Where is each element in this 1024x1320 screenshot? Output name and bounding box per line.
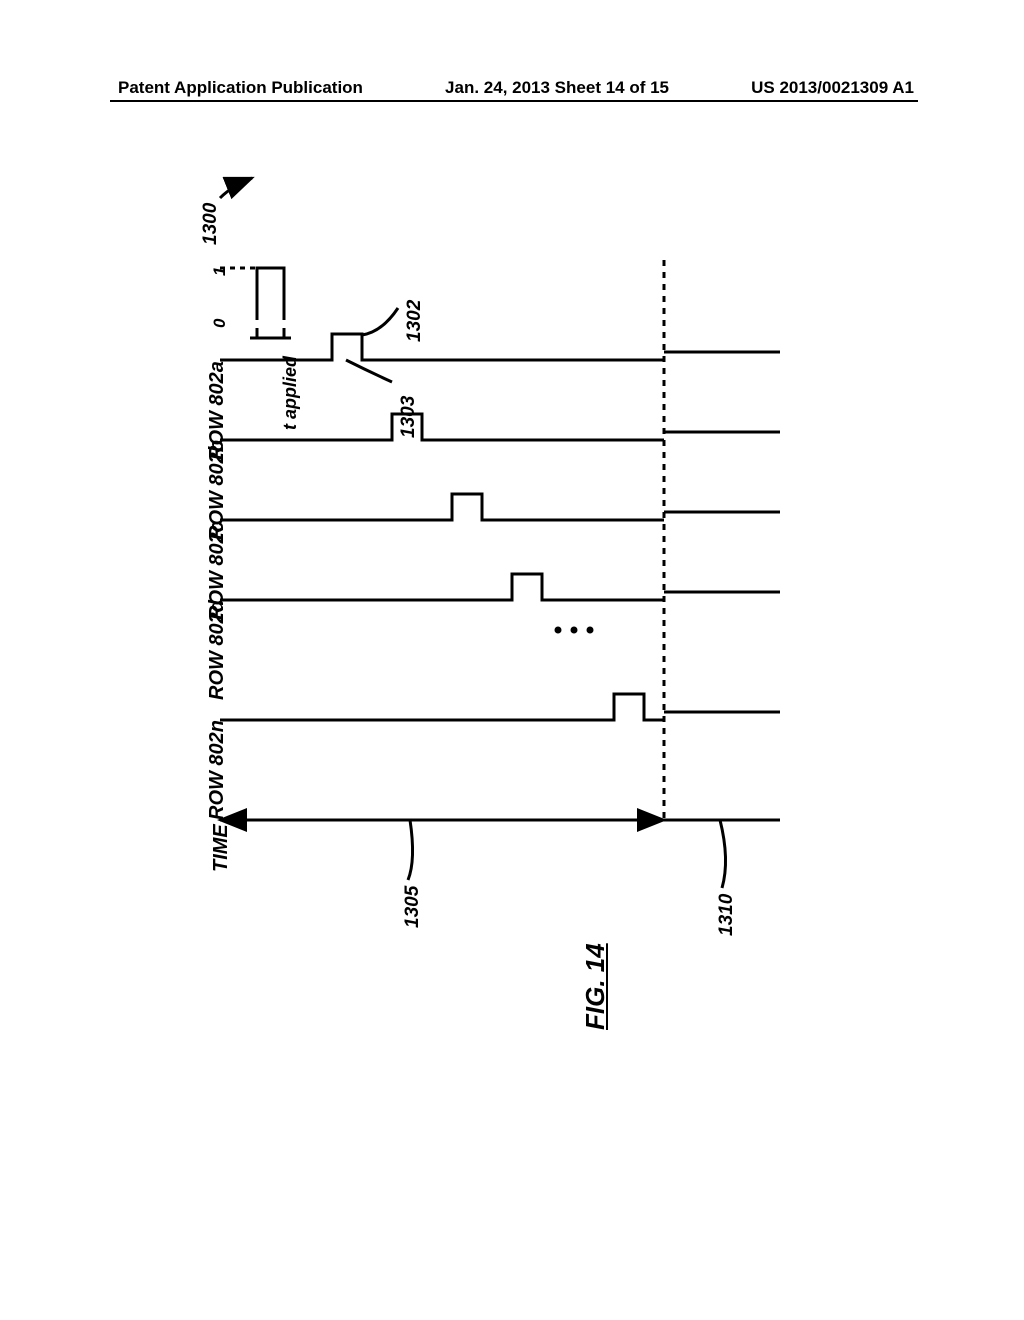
header-left: Patent Application Publication bbox=[118, 78, 363, 98]
row-802n-label: ROW 802n bbox=[206, 720, 229, 820]
time-axis-label: TIME bbox=[210, 824, 233, 872]
page: Patent Application Publication Jan. 24, … bbox=[0, 0, 1024, 1320]
row-802d-label: ROW 802d bbox=[206, 600, 229, 700]
header-center: Jan. 24, 2013 Sheet 14 of 15 bbox=[445, 78, 669, 98]
figure-caption: FIG. 14 bbox=[580, 943, 611, 1030]
level-0: 0 bbox=[210, 319, 230, 328]
header-rule bbox=[110, 100, 918, 102]
header-right: US 2013/0021309 A1 bbox=[751, 78, 914, 98]
figure-id: 1300 bbox=[200, 203, 222, 245]
callout-1303: 1303 bbox=[398, 396, 420, 438]
timing-diagram: 1300 1 0 t applied 1302 1303 ROW 802a RO… bbox=[160, 160, 780, 1060]
callout-1302: 1302 bbox=[404, 300, 426, 342]
level-1: 1 bbox=[210, 267, 230, 276]
callout-1310: 1310 bbox=[716, 894, 738, 936]
callout-1305: 1305 bbox=[402, 886, 424, 928]
page-header: Patent Application Publication Jan. 24, … bbox=[0, 78, 1024, 98]
t-applied-label: t applied bbox=[280, 356, 301, 430]
